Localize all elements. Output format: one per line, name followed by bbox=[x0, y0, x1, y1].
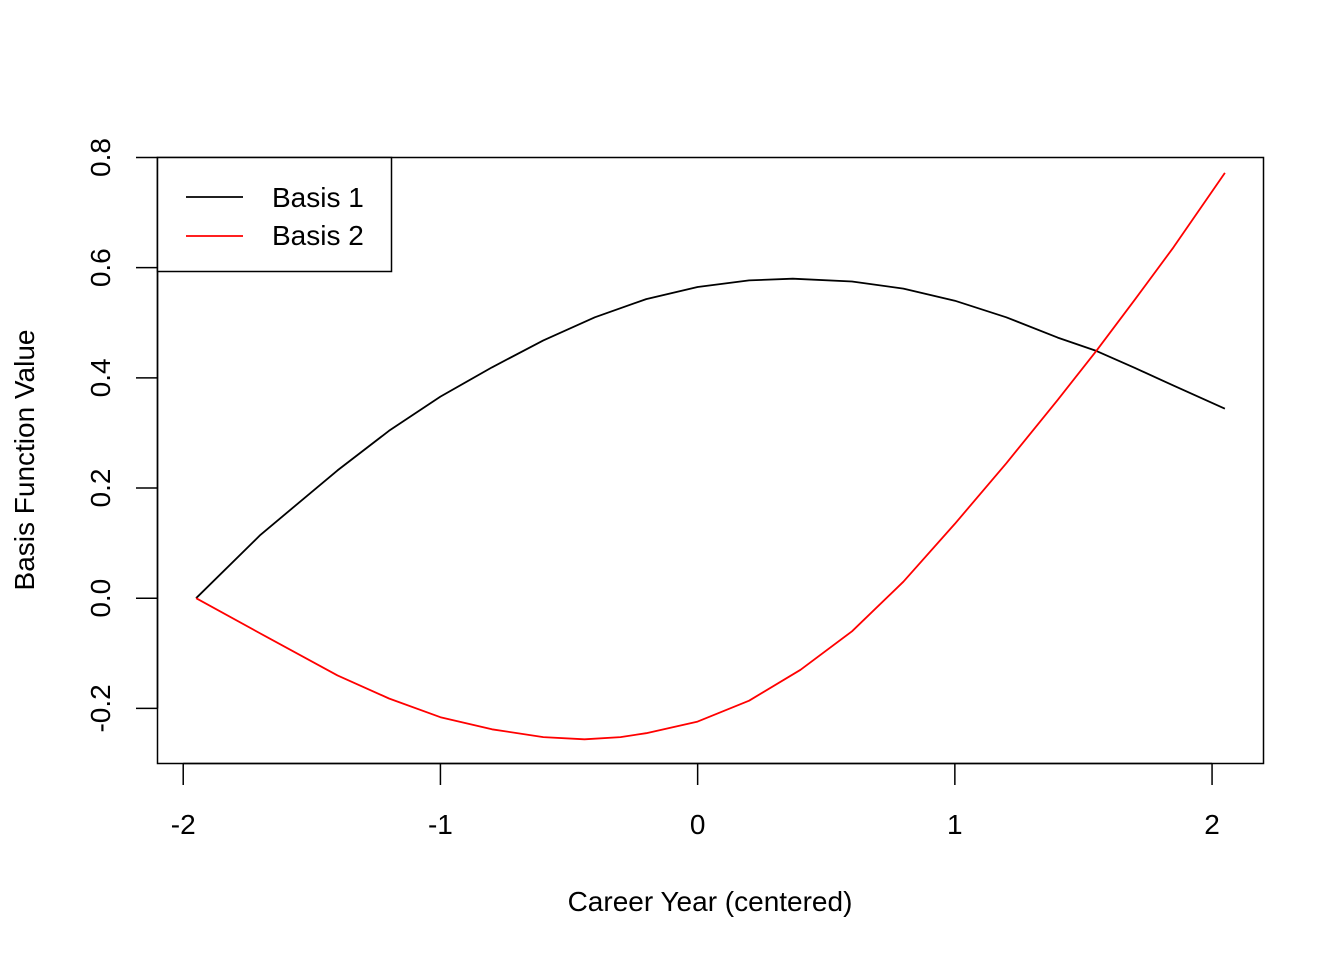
y-tick-label: 0.8 bbox=[85, 138, 116, 177]
x-tick-label: 0 bbox=[690, 809, 706, 840]
y-tick-label: 0.0 bbox=[85, 579, 116, 618]
y-axis: -0.2 0.0 0.2 0.4 0.6 0.8 bbox=[85, 138, 159, 733]
legend: Basis 1 Basis 2 bbox=[156, 156, 393, 273]
legend-label-basis-1: Basis 1 bbox=[272, 182, 364, 213]
y-axis-label: Basis Function Value bbox=[9, 330, 40, 591]
y-tick-label: 0.2 bbox=[85, 469, 116, 508]
series-line-basis-2 bbox=[195, 172, 1226, 741]
x-axis: -2 -1 0 1 2 bbox=[171, 762, 1220, 840]
x-tick-label: -1 bbox=[428, 809, 453, 840]
legend-label-basis-2: Basis 2 bbox=[272, 220, 364, 251]
y-tick-label: 0.6 bbox=[85, 248, 116, 287]
y-tick-label: 0.4 bbox=[85, 358, 116, 397]
x-tick-label: 2 bbox=[1204, 809, 1220, 840]
series-line-basis-1 bbox=[195, 277, 1226, 599]
x-tick-label: 1 bbox=[947, 809, 963, 840]
y-tick-label: -0.2 bbox=[85, 684, 116, 732]
x-tick-label: -2 bbox=[171, 809, 196, 840]
x-axis-label: Career Year (centered) bbox=[568, 886, 853, 917]
legend-box bbox=[156, 156, 393, 273]
plot-layer bbox=[195, 172, 1226, 741]
